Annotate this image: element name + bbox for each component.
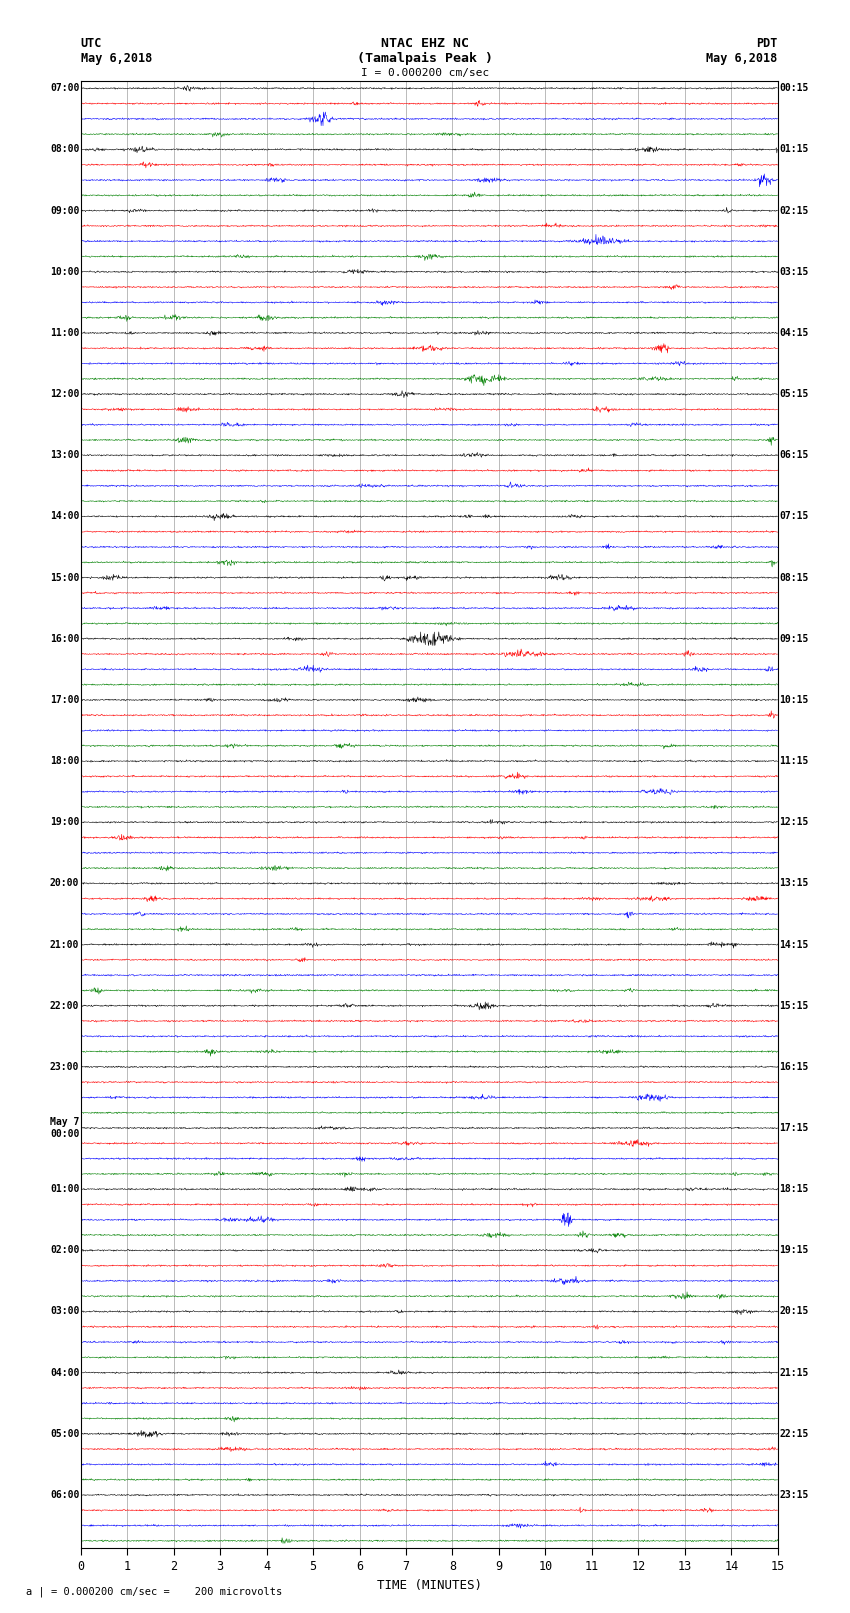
Text: 08:15: 08:15: [779, 573, 808, 582]
X-axis label: TIME (MINUTES): TIME (MINUTES): [377, 1579, 482, 1592]
Text: 15:15: 15:15: [779, 1000, 808, 1011]
Text: 18:00: 18:00: [50, 756, 79, 766]
Text: May 7
00:00: May 7 00:00: [50, 1118, 79, 1139]
Text: 21:15: 21:15: [779, 1368, 808, 1378]
Text: 14:15: 14:15: [779, 939, 808, 950]
Text: 04:15: 04:15: [779, 327, 808, 339]
Text: 06:00: 06:00: [50, 1490, 79, 1500]
Text: I = 0.000200 cm/sec: I = 0.000200 cm/sec: [361, 68, 489, 77]
Text: 20:00: 20:00: [50, 879, 79, 889]
Text: 05:15: 05:15: [779, 389, 808, 398]
Text: 07:15: 07:15: [779, 511, 808, 521]
Text: 22:00: 22:00: [50, 1000, 79, 1011]
Text: 19:00: 19:00: [50, 818, 79, 827]
Text: 13:00: 13:00: [50, 450, 79, 460]
Text: 06:15: 06:15: [779, 450, 808, 460]
Text: UTC: UTC: [81, 37, 102, 50]
Text: 19:15: 19:15: [779, 1245, 808, 1255]
Text: 11:00: 11:00: [50, 327, 79, 339]
Text: 23:15: 23:15: [779, 1490, 808, 1500]
Text: PDT: PDT: [756, 37, 778, 50]
Text: 22:15: 22:15: [779, 1429, 808, 1439]
Text: 15:00: 15:00: [50, 573, 79, 582]
Text: 17:15: 17:15: [779, 1123, 808, 1132]
Text: 00:15: 00:15: [779, 84, 808, 94]
Text: 12:00: 12:00: [50, 389, 79, 398]
Text: 08:00: 08:00: [50, 145, 79, 155]
Text: a | = 0.000200 cm/sec =    200 microvolts: a | = 0.000200 cm/sec = 200 microvolts: [26, 1586, 281, 1597]
Text: 01:00: 01:00: [50, 1184, 79, 1194]
Text: 02:15: 02:15: [779, 205, 808, 216]
Text: NTAC EHZ NC: NTAC EHZ NC: [381, 37, 469, 50]
Text: May 6,2018: May 6,2018: [706, 52, 778, 65]
Text: 10:00: 10:00: [50, 266, 79, 277]
Text: 02:00: 02:00: [50, 1245, 79, 1255]
Text: 14:00: 14:00: [50, 511, 79, 521]
Text: 13:15: 13:15: [779, 879, 808, 889]
Text: 03:00: 03:00: [50, 1307, 79, 1316]
Text: 01:15: 01:15: [779, 145, 808, 155]
Text: (Tamalpais Peak ): (Tamalpais Peak ): [357, 52, 493, 65]
Text: 10:15: 10:15: [779, 695, 808, 705]
Text: 09:15: 09:15: [779, 634, 808, 644]
Text: 18:15: 18:15: [779, 1184, 808, 1194]
Text: 21:00: 21:00: [50, 939, 79, 950]
Text: 09:00: 09:00: [50, 205, 79, 216]
Text: 04:00: 04:00: [50, 1368, 79, 1378]
Text: 23:00: 23:00: [50, 1061, 79, 1073]
Text: 16:00: 16:00: [50, 634, 79, 644]
Text: 11:15: 11:15: [779, 756, 808, 766]
Text: 16:15: 16:15: [779, 1061, 808, 1073]
Text: 03:15: 03:15: [779, 266, 808, 277]
Text: May 6,2018: May 6,2018: [81, 52, 152, 65]
Text: 20:15: 20:15: [779, 1307, 808, 1316]
Text: 07:00: 07:00: [50, 84, 79, 94]
Text: 05:00: 05:00: [50, 1429, 79, 1439]
Text: 12:15: 12:15: [779, 818, 808, 827]
Text: 17:00: 17:00: [50, 695, 79, 705]
